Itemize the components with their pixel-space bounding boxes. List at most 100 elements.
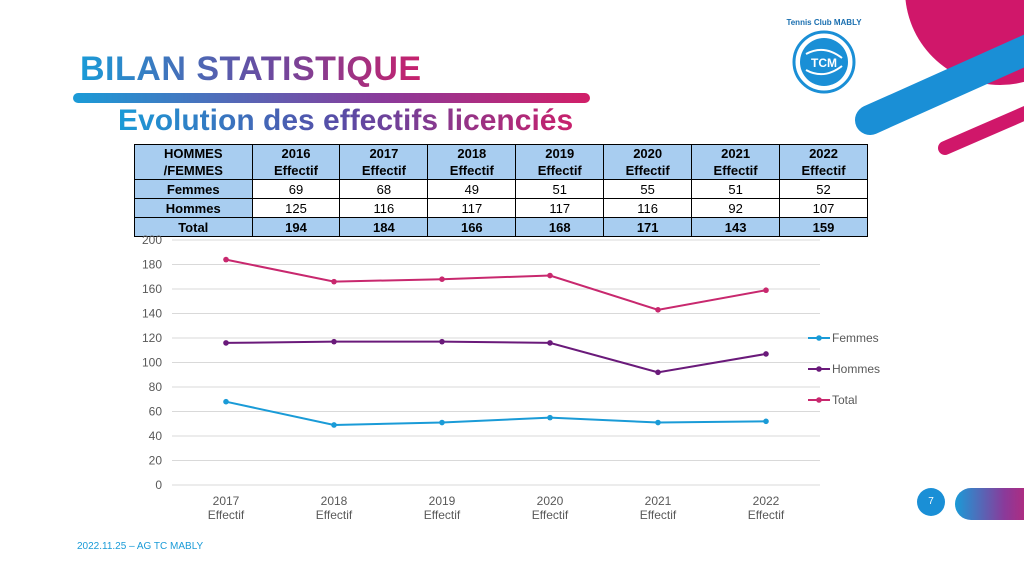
table-cell: 159 bbox=[779, 217, 868, 237]
x-tick-label: Effectif bbox=[532, 508, 569, 522]
table-col-header: 2017 Effectif bbox=[339, 144, 429, 180]
data-point bbox=[763, 351, 769, 357]
y-tick-label: 160 bbox=[142, 282, 162, 296]
data-point bbox=[655, 369, 661, 376]
table-cell: 49 bbox=[427, 179, 517, 199]
col-sub: Effectif bbox=[625, 163, 670, 178]
data-point bbox=[547, 340, 553, 346]
header-label-line1: HOMMES bbox=[164, 146, 223, 161]
table-col-header: 2018 Effectif bbox=[427, 144, 517, 180]
y-tick-label: 200 bbox=[142, 233, 162, 247]
y-tick-label: 20 bbox=[149, 454, 163, 468]
data-point bbox=[331, 278, 337, 285]
page-subtitle: Evolution des effectifs licenciés bbox=[118, 104, 574, 137]
data-point bbox=[223, 398, 229, 405]
table-cell: 107 bbox=[779, 198, 868, 218]
table-col-header: 2019 Effectif bbox=[515, 144, 605, 180]
data-point bbox=[439, 419, 445, 426]
x-tick-label: 2021 bbox=[645, 494, 672, 508]
y-tick-label: 80 bbox=[149, 380, 163, 394]
logo-center-text: TCM bbox=[811, 56, 837, 70]
col-sub: Effectif bbox=[361, 163, 406, 178]
col-year: 2017 bbox=[369, 146, 399, 161]
series-line-hommes bbox=[225, 340, 767, 374]
y-tick-label: 0 bbox=[155, 478, 162, 492]
legend-marker bbox=[816, 366, 822, 372]
data-point bbox=[223, 340, 229, 346]
data-point bbox=[547, 414, 553, 421]
col-year: 2022 bbox=[809, 146, 838, 161]
table-cell: 92 bbox=[691, 198, 781, 218]
data-point bbox=[655, 307, 661, 313]
club-logo: TCM Tennis Club MABLY bbox=[786, 18, 862, 94]
row-label: Total bbox=[134, 217, 253, 237]
page-number: 7 bbox=[917, 488, 945, 516]
table-cell: 117 bbox=[515, 198, 605, 218]
table-cell: 51 bbox=[515, 179, 605, 199]
legend-label: Femmes bbox=[832, 331, 879, 345]
x-tick-label: Effectif bbox=[640, 508, 677, 522]
data-point bbox=[763, 287, 769, 294]
legend-marker bbox=[816, 397, 822, 403]
pink-stripe-decoration bbox=[938, 106, 1024, 155]
table-cell: 143 bbox=[691, 217, 781, 237]
x-tick-label: Effectif bbox=[208, 508, 245, 522]
col-sub: Effectif bbox=[713, 163, 758, 178]
col-year: 2019 bbox=[545, 146, 575, 161]
table-row-total: Total 194 184 166 168 171 143 159 bbox=[134, 217, 868, 237]
data-point bbox=[223, 256, 229, 263]
blue-stripe-decoration bbox=[855, 34, 1024, 135]
legend-label: Hommes bbox=[832, 362, 880, 376]
series-line-total bbox=[225, 258, 767, 311]
table-cell: 116 bbox=[339, 198, 429, 218]
y-tick-label: 60 bbox=[149, 405, 163, 419]
x-tick-label: 2022 bbox=[753, 494, 780, 508]
x-tick-label: Effectif bbox=[748, 508, 785, 522]
table-cell: 68 bbox=[339, 179, 429, 199]
y-tick-label: 40 bbox=[149, 429, 163, 443]
col-sub: Effectif bbox=[537, 163, 582, 178]
data-point bbox=[331, 422, 337, 428]
row-label: Hommes bbox=[134, 198, 253, 218]
col-sub: Effectif bbox=[273, 163, 318, 178]
table-col-header: 2021 Effectif bbox=[691, 144, 781, 180]
data-point bbox=[763, 418, 769, 425]
data-point bbox=[439, 338, 445, 345]
table-cell: 117 bbox=[427, 198, 517, 218]
table-cell: 116 bbox=[603, 198, 693, 218]
title-underline-bar bbox=[73, 93, 590, 103]
table-col-header: 2020 Effectif bbox=[603, 144, 693, 180]
page-title: BILAN STATISTIQUE bbox=[80, 50, 422, 88]
col-sub: Effectif bbox=[801, 163, 846, 178]
table-cell: 55 bbox=[603, 179, 693, 199]
legend-label: Total bbox=[832, 393, 857, 407]
y-tick-label: 140 bbox=[142, 307, 162, 321]
table-cell: 168 bbox=[515, 217, 605, 237]
pink-circle-decoration bbox=[905, 0, 1024, 85]
table-cell: 194 bbox=[251, 217, 341, 237]
table-cell: 171 bbox=[603, 217, 693, 237]
data-point bbox=[547, 272, 553, 279]
row-label: Femmes bbox=[134, 179, 253, 199]
logo-arc-text: Tennis Club MABLY bbox=[786, 18, 862, 27]
y-tick-label: 120 bbox=[142, 331, 162, 345]
line-chart: 0204060801001201401601802002017Effectif2… bbox=[142, 233, 880, 522]
header-label-line2: /FEMMES bbox=[163, 163, 223, 178]
data-point bbox=[439, 276, 445, 282]
y-tick-label: 100 bbox=[142, 356, 162, 370]
x-tick-label: 2020 bbox=[537, 494, 564, 508]
table-cell: 51 bbox=[691, 179, 781, 199]
table-cell: 184 bbox=[339, 217, 429, 237]
col-year: 2016 bbox=[281, 146, 311, 161]
x-tick-label: Effectif bbox=[316, 508, 353, 522]
stats-table: HOMMES /FEMMES 2016 Effectif 2017 Effectif… bbox=[134, 144, 868, 237]
data-point bbox=[655, 419, 661, 426]
col-year: 2021 bbox=[721, 146, 751, 161]
table-header-row: HOMMES /FEMMES 2016 Effectif 2017 Effectif… bbox=[134, 144, 868, 180]
pill-decoration bbox=[955, 488, 1024, 520]
table-cell: 166 bbox=[427, 217, 517, 237]
table-row-hommes: Hommes 125 116 117 117 116 92 107 bbox=[134, 198, 868, 218]
data-point bbox=[331, 338, 337, 345]
footer-text: 2022.11.25 – AG TC MABLY bbox=[77, 541, 204, 552]
col-year: 2020 bbox=[633, 146, 663, 161]
